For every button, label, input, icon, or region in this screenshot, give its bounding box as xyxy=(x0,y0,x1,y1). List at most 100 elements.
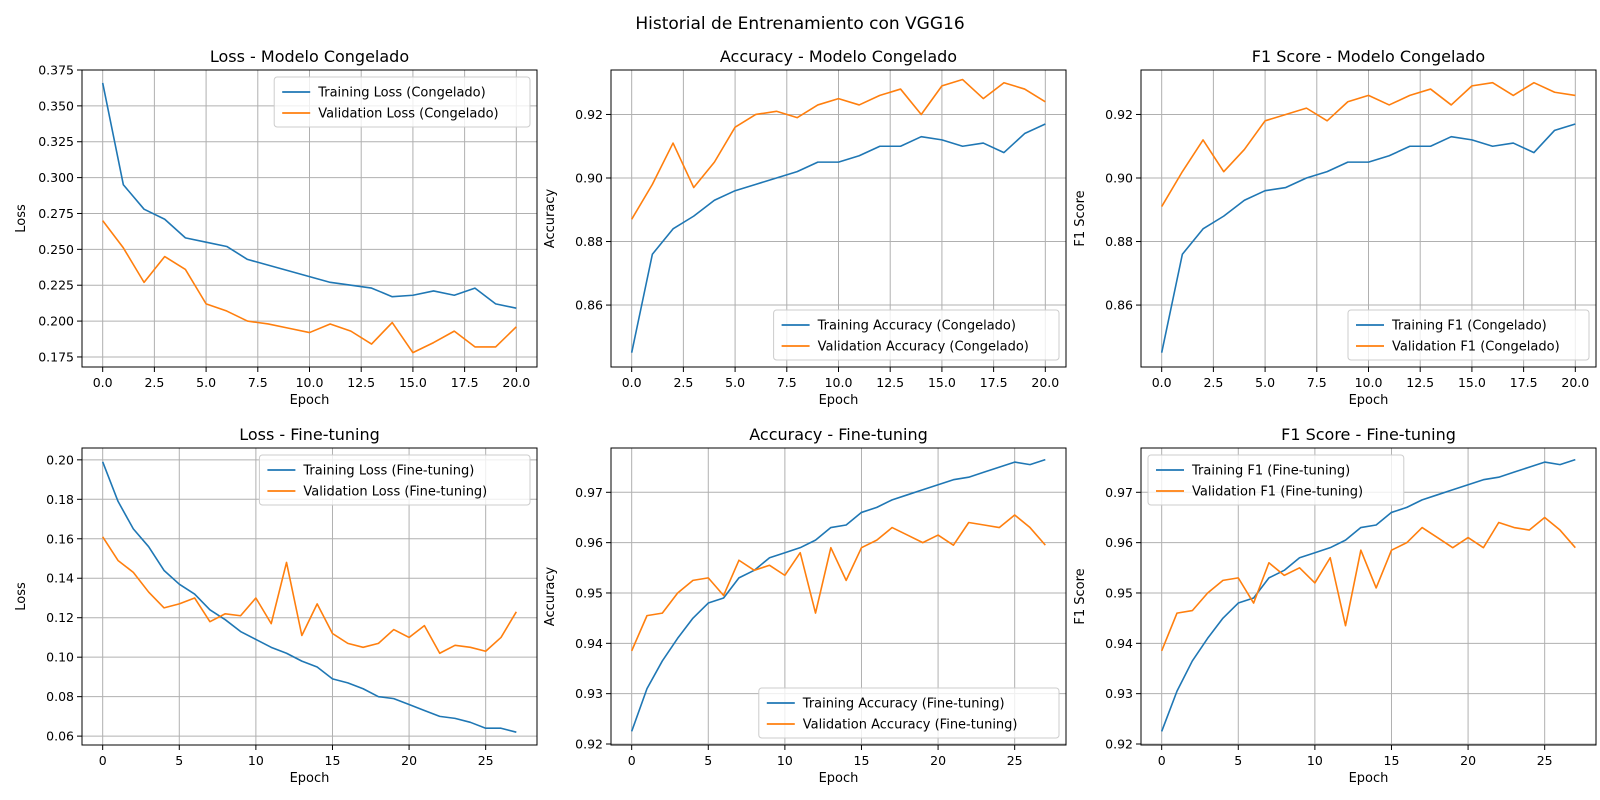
legend-box xyxy=(758,687,1060,739)
x-tick-label: 10 xyxy=(248,753,264,768)
x-tick-label: 10 xyxy=(777,753,793,768)
y-tick-label: 0.200 xyxy=(38,314,74,329)
x-tick-label: 0.0 xyxy=(622,375,642,390)
x-tick-label: 10.0 xyxy=(296,375,324,390)
series-line xyxy=(1160,458,1576,732)
y-tick-label: 0.14 xyxy=(46,571,74,586)
series-line xyxy=(630,123,1046,353)
series-line xyxy=(1160,516,1576,652)
plot-frame xyxy=(81,69,538,368)
y-axis-label: Accuracy xyxy=(543,567,558,627)
y-tick-label: 0.93 xyxy=(1105,686,1133,701)
x-tick-label: 0 xyxy=(628,753,636,768)
legend: Training F1 (Fine-tuning) Validation F1 (… xyxy=(1147,454,1405,506)
x-tick-label: 12.5 xyxy=(876,375,904,390)
x-tick-label: 12.5 xyxy=(1406,375,1434,390)
y-tick-label: 0.10 xyxy=(46,650,74,665)
chart-title: Accuracy - Modelo Congelado xyxy=(720,47,957,66)
y-tick-label: 0.325 xyxy=(38,134,74,149)
y-tick-label: 0.92 xyxy=(575,736,603,751)
chart-panel: 0.0 2.5 5.0 7.5 10.0 12.5 15.0 17.5 20.0 0.175 0.2… xyxy=(14,47,538,408)
x-tick-label: 2.5 xyxy=(144,375,164,390)
legend-label: Training F1 (Fine-tuning) xyxy=(1191,464,1350,479)
x-tick-label: 15 xyxy=(325,753,341,768)
legend-box xyxy=(273,76,531,128)
legend-label: Training F1 (Congelado) xyxy=(1391,319,1547,334)
y-tick-label: 0.95 xyxy=(575,585,603,600)
series-line xyxy=(630,458,1046,732)
chart-title: Accuracy - Fine-tuning xyxy=(749,425,928,444)
x-tick-label: 15 xyxy=(854,753,870,768)
x-tick-label: 10.0 xyxy=(825,375,853,390)
x-tick-label: 7.5 xyxy=(777,375,797,390)
x-tick-label: 2.5 xyxy=(673,375,693,390)
y-tick-label: 0.94 xyxy=(575,636,603,651)
y-tick-label: 0.275 xyxy=(38,206,74,221)
chart-panel: 0.0 2.5 5.0 7.5 10.0 12.5 15.0 17.5 20.0 0.86 0.88… xyxy=(1073,47,1597,408)
y-tick-label: 0.08 xyxy=(46,689,74,704)
y-tick-label: 0.18 xyxy=(46,492,74,507)
y-tick-label: 0.92 xyxy=(1105,736,1133,751)
series-line xyxy=(101,82,517,309)
x-tick-label: 5.0 xyxy=(1255,375,1275,390)
x-tick-label: 0.0 xyxy=(1152,375,1172,390)
x-tick-label: 25 xyxy=(1537,753,1553,768)
x-axis-label: Epoch xyxy=(290,393,330,408)
plot-frame xyxy=(610,69,1067,368)
series-line xyxy=(101,461,517,733)
y-tick-label: 0.93 xyxy=(575,686,603,701)
chart-panel: 0 5 10 15 20 25 0.06 0.08 0.10 0.12 0.14 0.16 0.18 0.… xyxy=(14,425,538,786)
plot-frame xyxy=(1140,447,1597,746)
series-line xyxy=(102,536,518,655)
x-tick-label: 20.0 xyxy=(1561,375,1589,390)
y-axis-label: Loss xyxy=(14,204,29,233)
y-axis-label: Accuracy xyxy=(543,189,558,249)
x-tick-label: 10.0 xyxy=(1355,375,1383,390)
legend-label: Validation Accuracy (Congelado) xyxy=(818,340,1029,355)
y-tick-label: 0.225 xyxy=(38,278,74,293)
y-tick-label: 0.20 xyxy=(46,452,74,467)
x-tick-label: 7.5 xyxy=(1307,375,1327,390)
x-axis-label: Epoch xyxy=(1349,393,1389,408)
y-tick-label: 0.97 xyxy=(1105,485,1133,500)
legend-label: Validation F1 (Fine-tuning) xyxy=(1192,485,1363,500)
x-tick-label: 7.5 xyxy=(248,375,268,390)
y-tick-label: 0.94 xyxy=(1105,636,1133,651)
y-axis-label: F1 Score xyxy=(1073,190,1088,246)
x-tick-label: 5.0 xyxy=(725,375,745,390)
y-tick-label: 0.175 xyxy=(38,349,74,364)
chart-title: F1 Score - Fine-tuning xyxy=(1281,425,1456,444)
x-tick-label: 20.0 xyxy=(502,375,530,390)
chart-title: Loss - Modelo Congelado xyxy=(210,47,409,66)
x-tick-label: 15.0 xyxy=(1458,375,1486,390)
x-tick-label: 25 xyxy=(1007,753,1023,768)
x-tick-label: 20 xyxy=(1460,753,1476,768)
series-line xyxy=(102,220,517,354)
x-tick-label: 15.0 xyxy=(399,375,427,390)
x-tick-label: 17.5 xyxy=(1510,375,1538,390)
y-axis-label: Loss xyxy=(14,582,29,611)
x-tick-label: 17.5 xyxy=(451,375,479,390)
y-tick-label: 0.16 xyxy=(46,531,74,546)
legend-label: Validation Accuracy (Fine-tuning) xyxy=(803,718,1018,733)
legend-label: Validation Loss (Fine-tuning) xyxy=(303,485,487,500)
chart-panel: 0 5 10 15 20 25 0.92 0.93 0.94 0.95 0.96 0.97 Accura… xyxy=(543,425,1067,786)
legend-box xyxy=(1347,309,1590,361)
legend-label: Training Accuracy (Congelado) xyxy=(817,319,1016,334)
x-tick-label: 0.0 xyxy=(93,375,113,390)
x-tick-label: 15.0 xyxy=(928,375,956,390)
legend-label: Validation Loss (Congelado) xyxy=(318,107,498,122)
x-tick-label: 20 xyxy=(930,753,946,768)
x-tick-label: 20.0 xyxy=(1031,375,1059,390)
plot-frame xyxy=(1140,69,1597,368)
y-tick-label: 0.350 xyxy=(38,98,74,113)
y-tick-label: 0.06 xyxy=(46,729,74,744)
legend-box xyxy=(258,454,531,506)
y-tick-label: 0.90 xyxy=(575,171,603,186)
x-tick-label: 0 xyxy=(1158,753,1166,768)
x-tick-label: 5 xyxy=(1234,753,1242,768)
legend-label: Training Loss (Fine-tuning) xyxy=(302,464,474,479)
x-axis-label: Epoch xyxy=(1349,771,1389,786)
legend: Training Loss (Fine-tuning) Validation Lo… xyxy=(258,454,531,506)
